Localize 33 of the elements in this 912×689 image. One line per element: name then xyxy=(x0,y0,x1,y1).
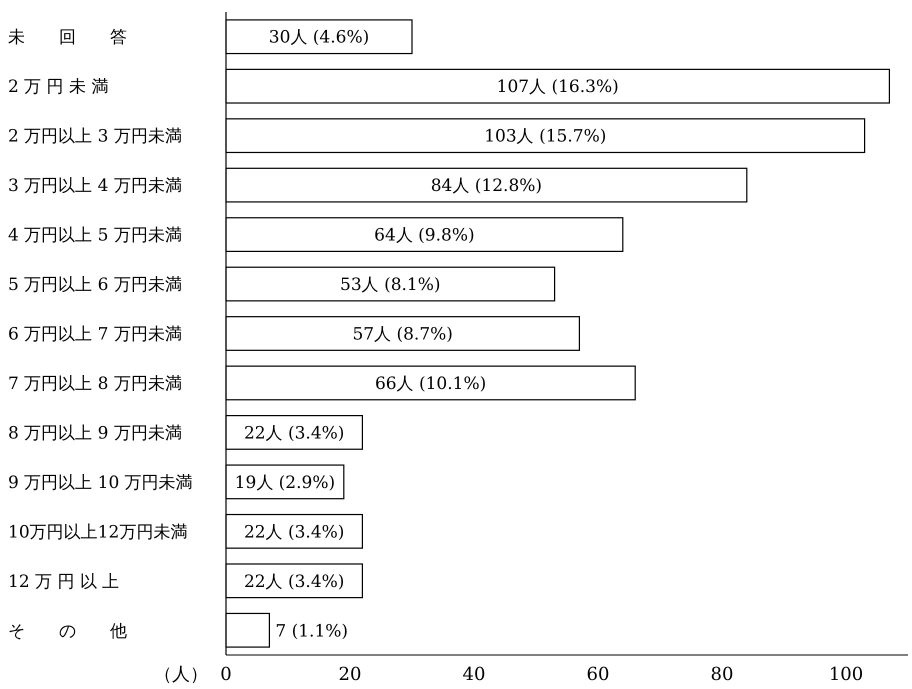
x-tick-label: 80 xyxy=(710,664,734,685)
y-tick-label: 未 回 答 xyxy=(8,28,127,48)
data-label: 22人 (3.4%) xyxy=(244,522,344,542)
y-tick-label: 2 万円以上 3 万円未満 xyxy=(8,126,182,147)
y-tick-label: 8 万円以上 9 万円未満 xyxy=(8,423,182,444)
y-tick-label: 10万円以上12万円未満 xyxy=(8,522,188,542)
y-tick-label: 7 万円以上 8 万円未満 xyxy=(8,374,182,394)
y-tick-label: 5 万円以上 6 万円未満 xyxy=(8,275,182,296)
x-tick-label: 100 xyxy=(828,664,864,685)
y-tick-label: 12 万 円 以 上 xyxy=(8,572,120,592)
x-tick-label: 0 xyxy=(220,664,232,685)
x-tick-label: 60 xyxy=(586,664,610,685)
y-tick-label: 3 万円以上 4 万円未満 xyxy=(8,176,182,196)
data-label: 53人 (8.1%) xyxy=(340,275,441,296)
data-label: 84人 (12.8%) xyxy=(430,176,542,196)
y-tick-label: そ の 他 xyxy=(8,621,127,642)
y-tick-label: 6 万円以上 7 万円未満 xyxy=(8,324,182,344)
data-label: 22人 (3.4%) xyxy=(244,423,344,444)
x-axis-title: （人） xyxy=(154,664,208,685)
y-tick-label: 4 万円以上 5 万円未満 xyxy=(8,226,182,246)
data-label: 57人 (8.7%) xyxy=(352,324,453,344)
x-tick-label: 20 xyxy=(338,664,362,685)
data-label: 66人 (10.1%) xyxy=(374,374,486,394)
data-label: 103人 (15.7%) xyxy=(484,126,606,147)
data-label: 7 (1.1%) xyxy=(275,621,348,642)
data-label: 107人 (16.3%) xyxy=(496,77,619,98)
data-label: 19人 (2.9%) xyxy=(234,472,336,493)
data-label: 64人 (9.8%) xyxy=(374,226,475,246)
y-tick-label: 2 万 円 未 満 xyxy=(8,77,108,98)
data-label: 22人 (3.4%) xyxy=(244,572,344,592)
y-tick-label: 9 万円以上 10 万円未満 xyxy=(8,472,193,493)
x-tick-label: 40 xyxy=(462,664,486,685)
data-label: 30人 (4.6%) xyxy=(268,28,370,48)
